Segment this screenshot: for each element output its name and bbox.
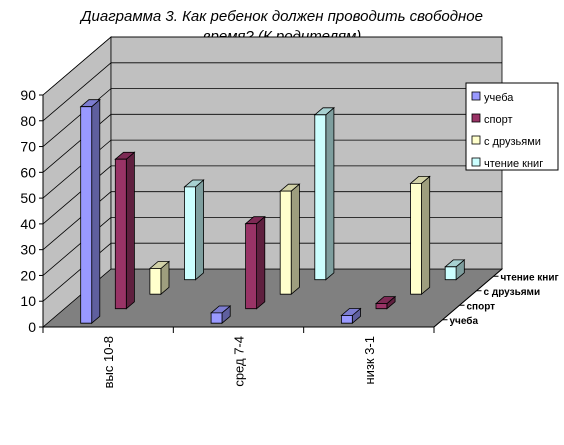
bar-front — [210, 312, 223, 324]
legend-swatch — [471, 135, 481, 145]
bar — [340, 307, 362, 325]
depth-axis-line — [433, 268, 503, 328]
depth-label: учеба — [450, 315, 479, 327]
gridline — [42, 113, 502, 173]
x-category-label: низк 3-1 — [362, 336, 377, 385]
bar — [114, 151, 136, 310]
gridline — [42, 191, 502, 251]
gridline — [42, 62, 502, 122]
x-category-label: выс 10-8 — [101, 336, 116, 388]
bar-front — [375, 303, 388, 310]
bar — [313, 106, 335, 281]
bar-front — [149, 268, 162, 295]
bar — [374, 295, 397, 310]
y-tick-label: 70 — [20, 139, 36, 155]
gridline — [42, 36, 502, 96]
bar-side — [421, 175, 431, 296]
gridline — [42, 139, 502, 199]
chart-walls — [41, 36, 504, 328]
bar — [79, 98, 101, 325]
bar — [279, 183, 301, 296]
bar-front — [410, 182, 422, 295]
x-category-label: сред 7-4 — [232, 336, 247, 387]
y-tick-label: 20 — [20, 267, 36, 283]
bar-side — [125, 151, 135, 310]
bar-front — [184, 186, 196, 281]
y-tick-label: 90 — [20, 87, 36, 103]
back-wall — [110, 36, 503, 270]
bar — [409, 175, 431, 296]
gridlines — [42, 36, 502, 302]
gridline — [42, 165, 502, 225]
bar-side — [290, 183, 300, 296]
legend-label: учеба — [484, 92, 514, 104]
legend-swatch — [471, 157, 481, 167]
y-tick-label: 80 — [20, 113, 36, 129]
bar-front — [245, 223, 258, 310]
chart-title-line-1: Диаграмма 3. Как ребенок должен проводит… — [79, 8, 483, 25]
gridline — [42, 216, 502, 276]
legend-swatch — [471, 91, 481, 101]
legend-label: чтение книг — [484, 158, 543, 170]
bar — [183, 179, 205, 281]
bar-side — [325, 106, 335, 281]
y-tick-label: 30 — [20, 242, 36, 258]
bar-front — [80, 106, 93, 324]
bar-front — [114, 158, 127, 310]
y-tick-label: 0 — [28, 319, 36, 335]
y-tick-label: 40 — [20, 216, 36, 232]
y-tick-label: 60 — [20, 164, 36, 180]
y-axis: 0 10 20 30 40 50 60 70 80 90 — [20, 87, 44, 335]
bar-side — [91, 98, 101, 325]
bar — [210, 305, 232, 325]
bar-side — [195, 179, 205, 281]
bar-front — [444, 266, 457, 281]
legend-label: с друзьями — [484, 136, 541, 148]
floor — [41, 268, 504, 328]
gridline — [42, 242, 502, 302]
bar — [444, 259, 466, 281]
y-tick-label: 10 — [20, 293, 36, 309]
bar-front — [314, 114, 327, 281]
y-tick-label: 50 — [20, 190, 36, 206]
depth-label: чтение книг — [501, 272, 559, 283]
x-axis: выс 10-8 сред 7-4 низк 3-1 — [42, 326, 435, 388]
legend-box — [465, 82, 559, 171]
depth-label: с друзьями — [484, 287, 541, 298]
bar — [148, 260, 171, 296]
gridline — [42, 88, 502, 147]
bar-front — [279, 190, 292, 295]
depth-axis: учеба спорт с друзьями чтение книг — [433, 268, 559, 328]
depth-label: спорт — [467, 301, 496, 312]
bar — [244, 215, 266, 310]
legend: учеба спорт с друзьями чтение книг — [465, 82, 559, 171]
bars — [79, 98, 466, 325]
legend-swatch — [471, 113, 481, 123]
bar-side — [256, 215, 266, 310]
legend-label: спорт — [484, 114, 513, 126]
bar-front — [340, 315, 353, 324]
